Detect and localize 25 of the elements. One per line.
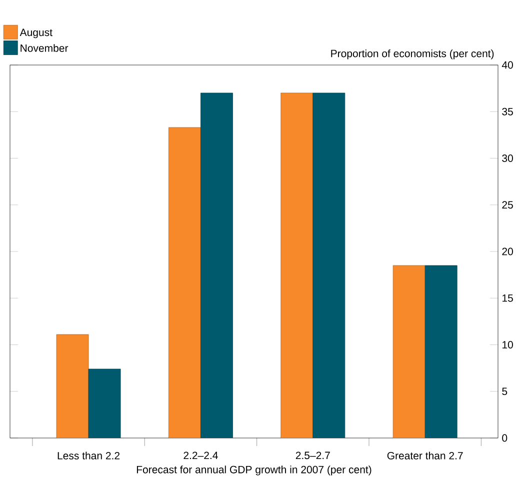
y-tick-label: 15: [502, 294, 513, 302]
y-tick-label: 20: [502, 248, 513, 256]
x-axis-title: Forecast for annual GDP growth in 2007 (per cent): [136, 466, 372, 476]
x-tick-label: Greater than 2.7: [387, 452, 463, 460]
bar: [56, 334, 89, 438]
bar: [88, 368, 121, 438]
legend-label: August: [20, 28, 52, 38]
y-tick-label: 0: [502, 434, 508, 442]
y-tick-label: 40: [502, 61, 513, 69]
x-tick-label: 2.5–2.7: [296, 452, 330, 460]
bar: [200, 92, 233, 438]
y-tick-label: 25: [502, 201, 513, 209]
bar: [424, 265, 458, 438]
legend-label: November: [20, 44, 68, 52]
y-tick-label: 5: [502, 388, 508, 396]
y-tick-label: 10: [502, 341, 513, 348]
bar: [312, 92, 346, 438]
bar: [392, 265, 426, 438]
bar: [168, 127, 201, 438]
bar: [280, 92, 314, 438]
y-tick-label: 30: [502, 154, 513, 162]
x-tick-label: Less than 2.2: [58, 452, 120, 460]
y-tick-label: 35: [502, 108, 513, 116]
x-tick-label: 2.2–2.4: [184, 452, 218, 460]
y-axis-title: Proportion of economists (per cent): [331, 50, 494, 60]
